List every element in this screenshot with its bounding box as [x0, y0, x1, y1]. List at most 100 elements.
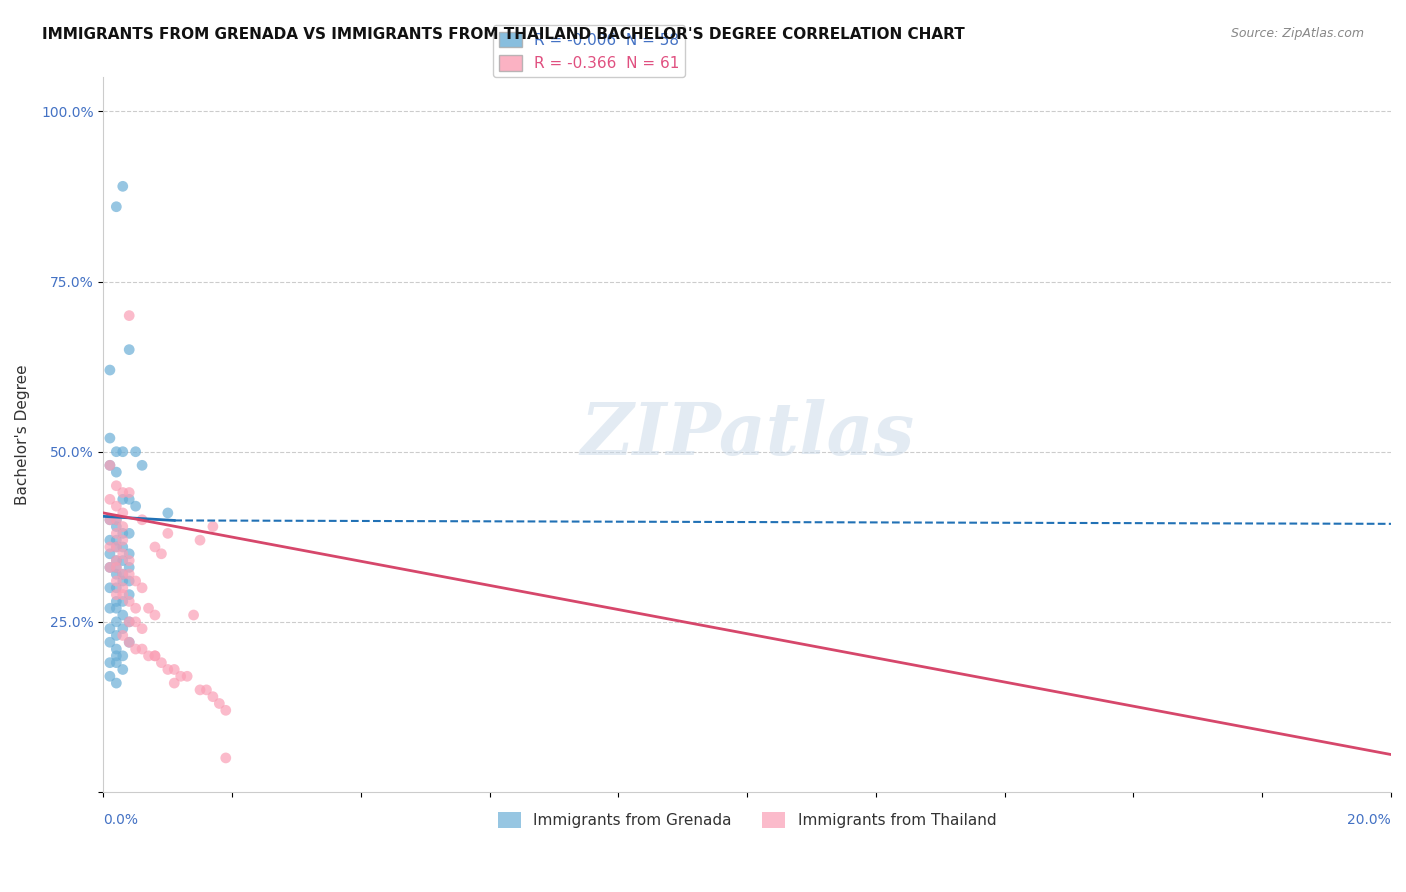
- Point: [150, 547, 173, 561]
- Point: [98, 431, 121, 445]
- Point: [118, 635, 141, 649]
- Point: [105, 499, 128, 513]
- Point: [163, 676, 186, 690]
- Point: [98, 492, 121, 507]
- Point: [188, 533, 211, 548]
- Point: [111, 526, 134, 541]
- Point: [215, 703, 238, 717]
- Point: [111, 492, 134, 507]
- Point: [111, 648, 134, 663]
- Y-axis label: Bachelor's Degree: Bachelor's Degree: [15, 365, 30, 505]
- Legend: Immigrants from Grenada, Immigrants from Thailand: Immigrants from Grenada, Immigrants from…: [492, 806, 1002, 834]
- Point: [105, 560, 128, 574]
- Point: [124, 642, 146, 657]
- Point: [118, 588, 141, 602]
- Point: [118, 526, 141, 541]
- Point: [98, 458, 121, 473]
- Point: [105, 628, 128, 642]
- Point: [98, 601, 121, 615]
- Point: [118, 574, 141, 588]
- Point: [124, 574, 146, 588]
- Point: [105, 581, 128, 595]
- Point: [98, 669, 121, 683]
- Point: [118, 567, 141, 582]
- Point: [105, 560, 128, 574]
- Point: [131, 642, 153, 657]
- Point: [111, 506, 134, 520]
- Point: [215, 751, 238, 765]
- Point: [98, 622, 121, 636]
- Point: [98, 656, 121, 670]
- Point: [98, 560, 121, 574]
- Point: [118, 615, 141, 629]
- Point: [111, 588, 134, 602]
- Point: [111, 179, 134, 194]
- Point: [111, 567, 134, 582]
- Point: [105, 588, 128, 602]
- Text: 0.0%: 0.0%: [104, 814, 138, 827]
- Point: [105, 676, 128, 690]
- Point: [118, 560, 141, 574]
- Point: [124, 601, 146, 615]
- Point: [105, 200, 128, 214]
- Point: [170, 669, 193, 683]
- Point: [124, 615, 146, 629]
- Point: [111, 567, 134, 582]
- Point: [176, 669, 198, 683]
- Point: [156, 663, 179, 677]
- Point: [105, 642, 128, 657]
- Point: [98, 635, 121, 649]
- Point: [105, 533, 128, 548]
- Point: [156, 526, 179, 541]
- Point: [201, 690, 224, 704]
- Point: [111, 628, 134, 642]
- Point: [105, 553, 128, 567]
- Point: [118, 553, 141, 567]
- Point: [131, 622, 153, 636]
- Point: [138, 601, 160, 615]
- Point: [111, 444, 134, 458]
- Point: [111, 485, 134, 500]
- Point: [105, 519, 128, 533]
- Text: IMMIGRANTS FROM GRENADA VS IMMIGRANTS FROM THAILAND BACHELOR'S DEGREE CORRELATIO: IMMIGRANTS FROM GRENADA VS IMMIGRANTS FR…: [42, 27, 965, 42]
- Text: Source: ZipAtlas.com: Source: ZipAtlas.com: [1230, 27, 1364, 40]
- Point: [105, 656, 128, 670]
- Point: [131, 458, 153, 473]
- Point: [98, 513, 121, 527]
- Point: [163, 663, 186, 677]
- Point: [111, 519, 134, 533]
- Point: [201, 519, 224, 533]
- Point: [111, 581, 134, 595]
- Point: [105, 513, 128, 527]
- Point: [143, 607, 166, 622]
- Point: [98, 560, 121, 574]
- Text: ZIPatlas: ZIPatlas: [581, 400, 914, 470]
- Point: [156, 506, 179, 520]
- Point: [105, 540, 128, 554]
- Point: [143, 648, 166, 663]
- Point: [105, 444, 128, 458]
- Point: [98, 581, 121, 595]
- Point: [105, 465, 128, 479]
- Point: [138, 648, 160, 663]
- Point: [118, 492, 141, 507]
- Point: [131, 581, 153, 595]
- Point: [111, 663, 134, 677]
- Point: [208, 697, 231, 711]
- Point: [188, 682, 211, 697]
- Point: [105, 553, 128, 567]
- Point: [131, 513, 153, 527]
- Point: [118, 343, 141, 357]
- Point: [111, 540, 134, 554]
- Point: [111, 553, 134, 567]
- Point: [118, 485, 141, 500]
- Point: [98, 533, 121, 548]
- Point: [105, 567, 128, 582]
- Point: [143, 648, 166, 663]
- Point: [118, 594, 141, 608]
- Point: [105, 574, 128, 588]
- Point: [111, 547, 134, 561]
- Point: [105, 526, 128, 541]
- Point: [118, 635, 141, 649]
- Point: [111, 622, 134, 636]
